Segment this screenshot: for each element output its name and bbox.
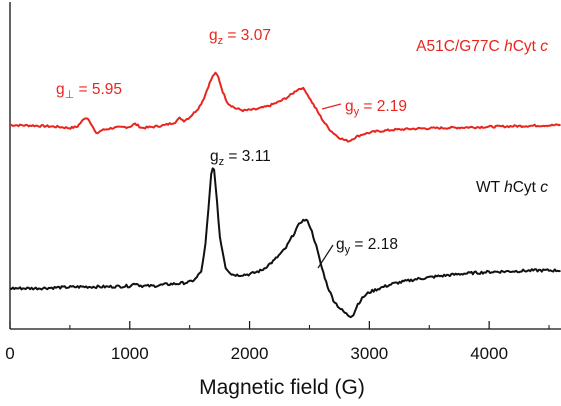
g-value-annotation: gy = 2.18 (336, 236, 398, 256)
g-value-annotation: gy = 2.19 (345, 98, 407, 118)
x-tick-label: 4000 (470, 344, 508, 363)
series-label: A51C/G77C hCyt c (416, 38, 548, 55)
x-axis-ticks: 0 1000 2000 3000 4000 (5, 321, 550, 363)
annotation-leader (321, 103, 342, 110)
axes (9, 2, 561, 330)
series-line (9, 167, 561, 319)
series-line (9, 71, 561, 143)
x-tick-label: 0 (5, 344, 14, 363)
x-tick-label: 1000 (111, 344, 149, 363)
g-value-annotation: gz = 3.07 (209, 27, 271, 47)
x-tick-label: 3000 (350, 344, 388, 363)
annotation-leader (317, 244, 334, 269)
x-axis-title: Magnetic field (G) (199, 376, 365, 399)
annotation-layer: g⊥ = 5.95 gz = 3.07 gy = 2.19 gz = 3.11 gy =… (56, 27, 548, 269)
g-value-annotation: g⊥ = 5.95 (56, 81, 122, 101)
series-layer (9, 71, 561, 319)
x-tick-label: 2000 (231, 344, 269, 363)
g-value-annotation: gz = 3.11 (210, 148, 271, 168)
series-label: WT hCyt c (476, 179, 548, 196)
